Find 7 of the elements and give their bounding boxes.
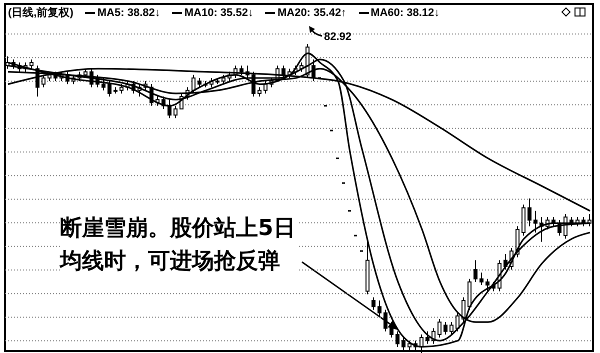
legend-label: MA20: 35.42↑ bbox=[276, 6, 347, 20]
chart-title: (日线,前复权) bbox=[8, 6, 74, 20]
annotation: 断崖雪崩。股价站上5日均线时，可进场抢反弹 bbox=[60, 212, 298, 278]
legend-label: MA60: 38.12↓ bbox=[370, 6, 440, 20]
legend-label: MA5: 38.82↓ bbox=[96, 6, 160, 20]
text: 82.92 bbox=[324, 31, 352, 43]
legend-label: MA10: 35.52↓ bbox=[183, 6, 254, 20]
